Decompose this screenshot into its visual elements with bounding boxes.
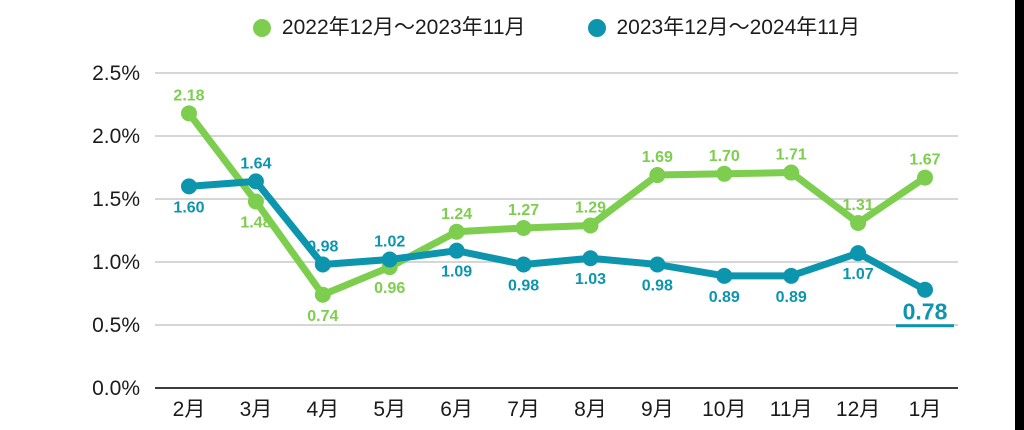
data-point bbox=[716, 165, 733, 182]
data-point bbox=[181, 178, 197, 195]
data-point bbox=[247, 173, 264, 190]
x-tick-label: 9月 bbox=[641, 398, 674, 421]
series-line-0 bbox=[185, 109, 929, 299]
legend-label-2023-2024: 2023年12月〜2024年11月 bbox=[616, 16, 861, 39]
data-point-label: 1.07 bbox=[843, 266, 874, 283]
data-point bbox=[582, 250, 599, 267]
data-point bbox=[649, 167, 666, 184]
data-point-label: 1.70 bbox=[709, 148, 740, 165]
y-tick-label: 0.0% bbox=[92, 377, 140, 400]
data-point-label: 1.02 bbox=[374, 233, 405, 250]
x-tick-label: 2月 bbox=[173, 398, 206, 421]
data-point-label: 1.60 bbox=[173, 199, 204, 216]
data-point-label: 1.64 bbox=[240, 155, 271, 172]
data-point-label: 1.24 bbox=[441, 206, 472, 223]
legend-green-dot-icon bbox=[252, 18, 271, 37]
x-tick-label: 4月 bbox=[306, 398, 339, 421]
legend-item-2022-2023: 2022年12月〜2023年11月 bbox=[252, 16, 526, 39]
data-point-label: 1.48 bbox=[240, 215, 271, 232]
data-point bbox=[850, 214, 867, 231]
data-point-label: 1.67 bbox=[909, 152, 940, 169]
data-point-label: 1.71 bbox=[776, 147, 807, 164]
x-tick-label: 8月 bbox=[574, 398, 607, 421]
data-point-label: 0.96 bbox=[374, 280, 405, 297]
x-tick-label: 6月 bbox=[440, 398, 473, 421]
data-point-label: 1.69 bbox=[642, 149, 673, 166]
y-tick-label: 1.5% bbox=[92, 188, 140, 211]
data-point-label: 0.98 bbox=[508, 278, 539, 295]
legend-teal-dot-icon bbox=[587, 18, 606, 37]
data-point bbox=[515, 256, 532, 273]
data-point bbox=[247, 193, 264, 210]
x-tick-label: 3月 bbox=[240, 398, 273, 421]
data-point bbox=[649, 256, 666, 273]
data-point bbox=[448, 223, 465, 240]
x-tick-label: 10月 bbox=[702, 398, 746, 421]
data-point bbox=[783, 164, 800, 181]
highlight-value-label: 0.78 bbox=[903, 299, 948, 325]
x-tick-label: 5月 bbox=[373, 398, 406, 421]
data-point-label: 0.98 bbox=[642, 278, 673, 295]
legend: 2022年12月〜2023年11月 2023年12月〜2024年11月 bbox=[155, 17, 958, 38]
data-point bbox=[850, 245, 867, 262]
data-point-label: 0.74 bbox=[307, 308, 338, 325]
data-point-label: 1.03 bbox=[575, 271, 606, 288]
y-tick-label: 1.0% bbox=[92, 251, 140, 274]
x-tick-label: 11月 bbox=[770, 398, 813, 421]
y-tick-label: 2.5% bbox=[92, 62, 140, 85]
legend-label-2022-2023: 2022年12月〜2023年11月 bbox=[281, 16, 526, 39]
data-point-label: 0.89 bbox=[776, 289, 807, 306]
data-point bbox=[917, 169, 933, 186]
data-point-label: 0.89 bbox=[709, 289, 740, 306]
data-point bbox=[783, 267, 800, 284]
data-point-label: 0.98 bbox=[307, 239, 338, 256]
data-point-label: 1.29 bbox=[575, 199, 606, 216]
series-line-1 bbox=[185, 177, 929, 294]
data-point-label: 2.18 bbox=[173, 87, 204, 104]
data-point bbox=[381, 251, 398, 268]
right-edge-bar bbox=[1015, 0, 1024, 430]
x-tick-label: 7月 bbox=[507, 398, 540, 421]
data-point-label: 1.27 bbox=[508, 202, 539, 219]
data-point bbox=[716, 267, 733, 284]
data-point bbox=[448, 242, 465, 259]
data-point-label: 1.09 bbox=[441, 264, 472, 281]
x-tick-label: 12月 bbox=[836, 398, 880, 421]
data-point bbox=[181, 105, 197, 122]
y-tick-label: 2.0% bbox=[92, 125, 140, 148]
data-point bbox=[314, 256, 331, 273]
data-point bbox=[582, 217, 599, 234]
data-point-label: 1.31 bbox=[843, 197, 874, 214]
data-point bbox=[314, 286, 331, 303]
data-point bbox=[515, 219, 532, 236]
data-point bbox=[917, 281, 933, 298]
legend-item-2023-2024: 2023年12月〜2024年11月 bbox=[587, 16, 861, 39]
y-tick-label: 0.5% bbox=[92, 314, 140, 337]
x-tick-label: 1月 bbox=[909, 398, 942, 421]
